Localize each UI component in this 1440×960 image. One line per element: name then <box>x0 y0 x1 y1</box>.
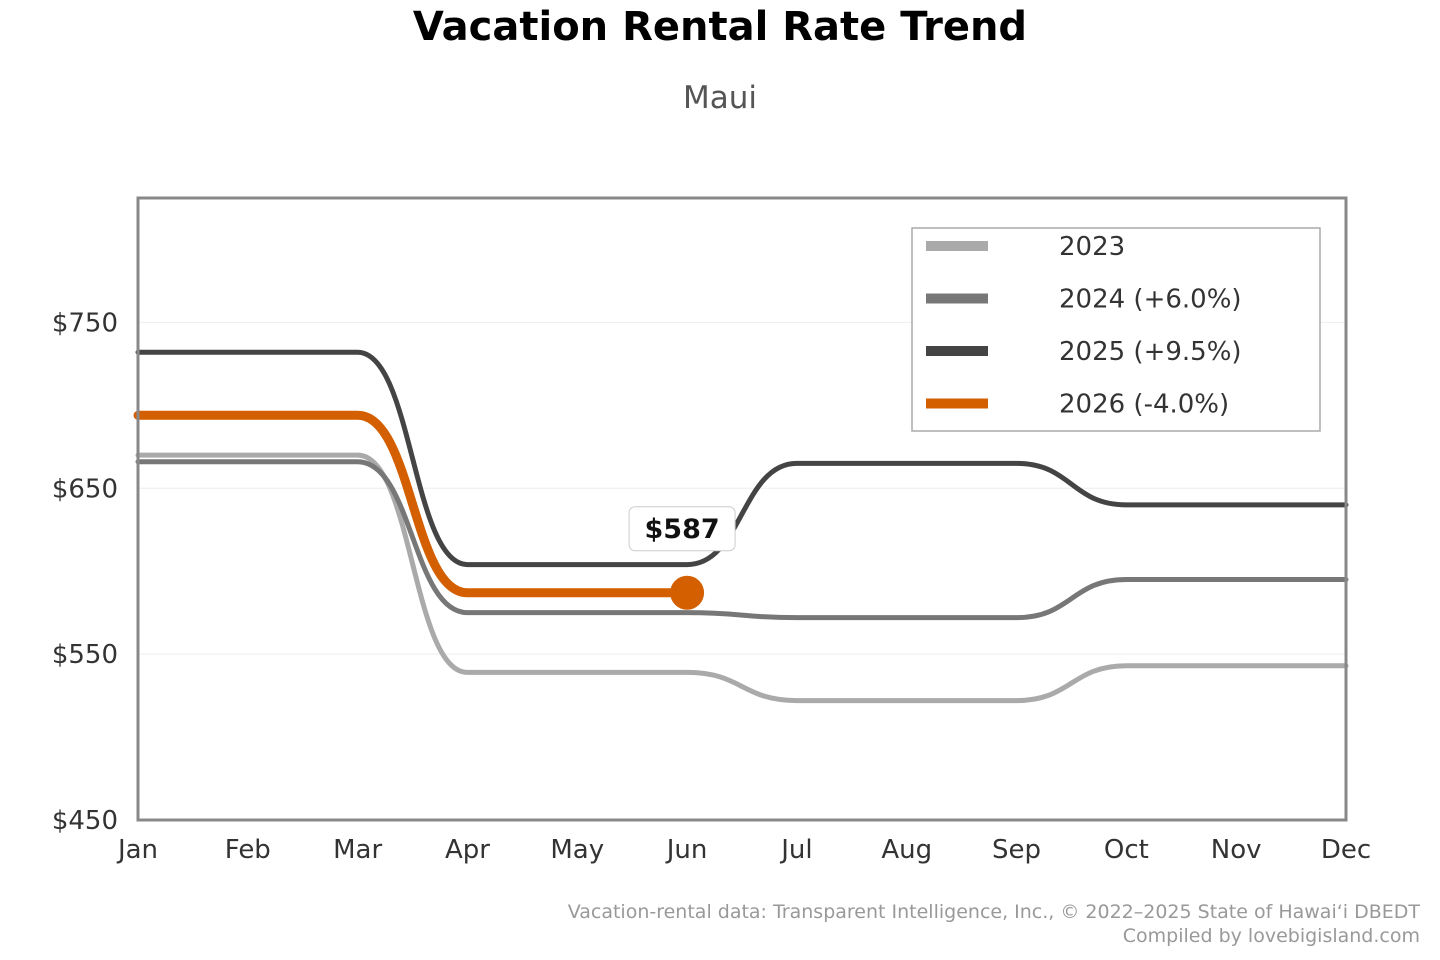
legend-label: 2024 (+6.0%) <box>1059 285 1242 315</box>
legend-label: 2026 (-4.0%) <box>1059 390 1229 420</box>
line-chart: $450 $550 $650 $750 Jan Feb Mar Apr May Jun Jul Aug… <box>52 196 1371 865</box>
plot-frame <box>136 196 1348 822</box>
x-tick-label: Sep <box>992 835 1041 865</box>
x-tick-label: Jan <box>116 835 158 865</box>
x-tick-label: Oct <box>1104 835 1149 865</box>
callout-marker <box>670 575 705 610</box>
legend-label: 2023 <box>1059 232 1125 262</box>
legend-swatch <box>926 293 988 304</box>
series-line-2026 <box>133 410 692 598</box>
x-tick-label: Jul <box>779 835 812 865</box>
x-tick-label: Mar <box>333 835 382 865</box>
legend-swatch <box>926 346 988 356</box>
legend-swatch <box>926 241 988 251</box>
callout-label: $587 <box>645 514 720 545</box>
series-line-2023 <box>135 452 1349 704</box>
chart-title: Vacation Rental Rate Trend <box>412 4 1028 50</box>
callout-box <box>628 506 736 552</box>
x-tick-label: May <box>550 835 604 865</box>
legend-label: 2025 (+9.5%) <box>1059 337 1242 367</box>
series-line-2024 <box>135 459 1349 621</box>
x-tick-label: Nov <box>1211 835 1262 865</box>
x-tick-label: Apr <box>445 835 490 865</box>
credit-note: Compiled by lovebigisland.com <box>1122 925 1420 947</box>
legend-swatch <box>926 398 988 409</box>
y-tick-label: $550 <box>52 640 118 670</box>
y-tick-label: $450 <box>52 806 118 836</box>
source-note: Vacation-rental data: Transparent Intell… <box>567 901 1420 923</box>
legend-box <box>911 227 1321 432</box>
x-tick-label: Dec <box>1321 835 1371 865</box>
chart-subtitle: Maui <box>682 80 757 116</box>
x-tick-label: Aug <box>881 835 932 865</box>
y-tick-label: $750 <box>52 308 118 338</box>
x-tick-label: Jun <box>665 835 708 865</box>
x-tick-label: Feb <box>225 835 271 865</box>
y-tick-label: $650 <box>52 474 118 504</box>
